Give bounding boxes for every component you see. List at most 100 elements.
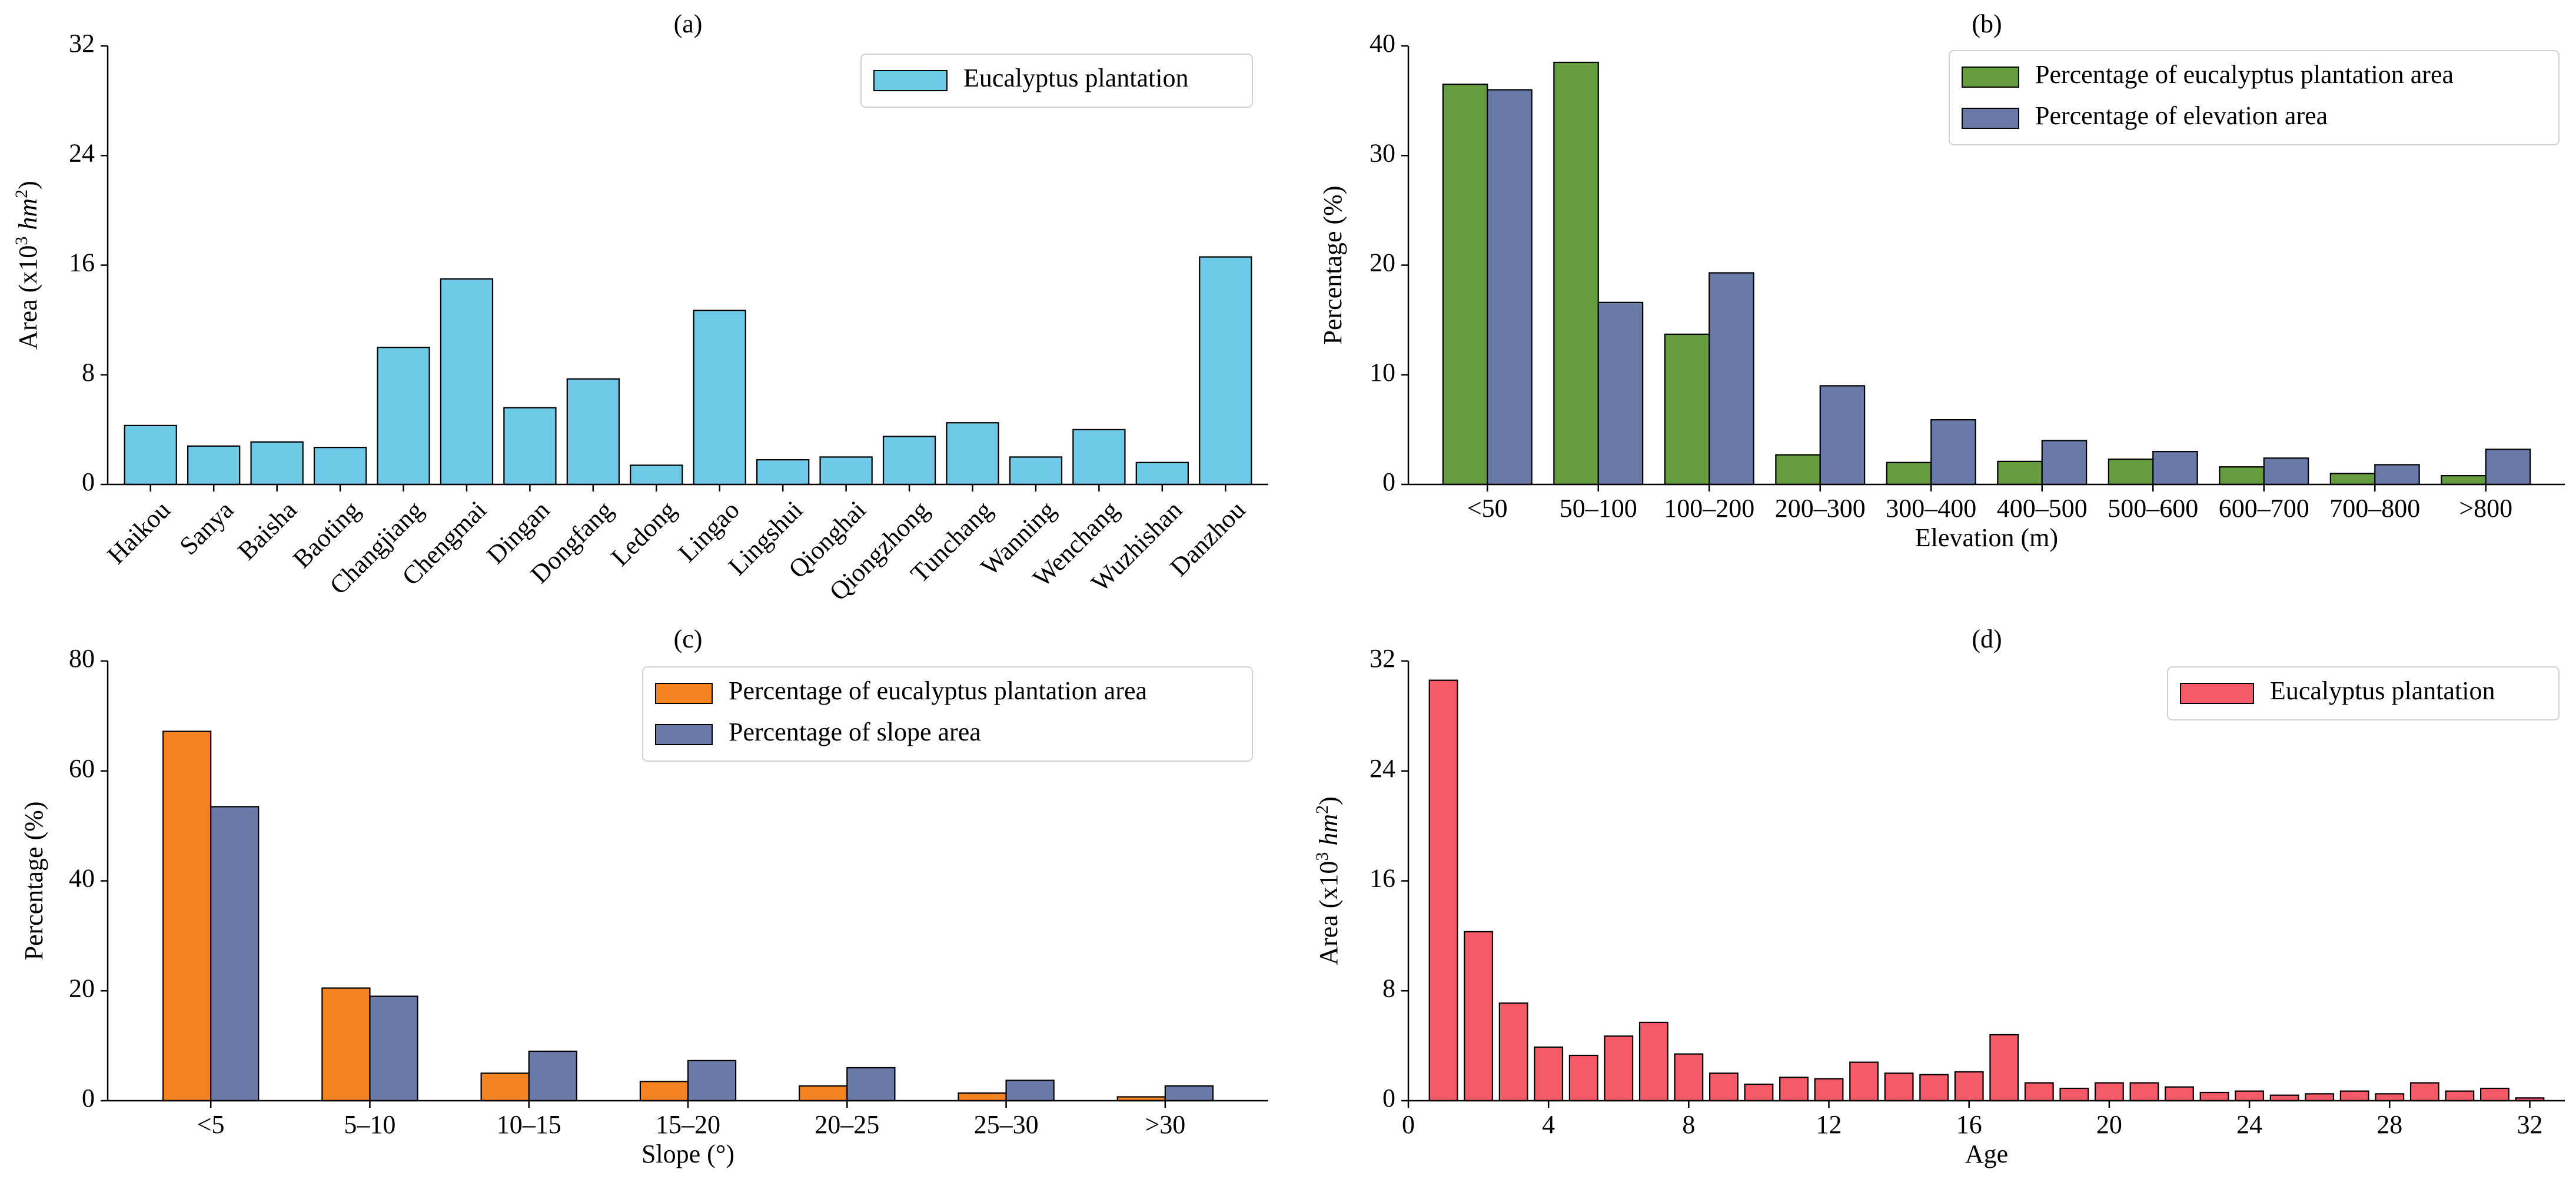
bar[interactable]	[1072, 429, 1126, 486]
bar[interactable]	[1568, 1054, 1598, 1102]
legend-box	[2167, 666, 2560, 720]
bar[interactable]	[2269, 1094, 2299, 1102]
bar[interactable]	[756, 459, 810, 486]
bar[interactable]	[2339, 1090, 2369, 1102]
bar[interactable]	[2024, 1082, 2054, 1102]
bar[interactable]	[2374, 464, 2420, 486]
bar[interactable]	[846, 1067, 896, 1102]
bar[interactable]	[377, 347, 430, 486]
bar[interactable]	[882, 436, 936, 486]
bar[interactable]	[1638, 1021, 1668, 1102]
bar[interactable]	[799, 1085, 848, 1102]
bar[interactable]	[321, 987, 371, 1102]
bar[interactable]	[693, 310, 746, 486]
bar[interactable]	[687, 1060, 737, 1102]
bar[interactable]	[1819, 385, 1866, 486]
bar[interactable]	[1919, 1074, 1949, 1102]
legend-swatch	[2180, 683, 2254, 704]
bar[interactable]	[958, 1092, 1007, 1102]
y-tick-label: 10	[1370, 358, 1395, 387]
bar[interactable]	[1954, 1071, 1984, 1102]
bar[interactable]	[2445, 1090, 2475, 1102]
panel-title: (a)	[674, 9, 703, 38]
panel-b: (b) Percentage (%) 0 10 20 30 40 <50 50–100 100–2…	[1318, 9, 2565, 552]
bar[interactable]	[1597, 301, 1644, 486]
bar[interactable]	[313, 447, 367, 486]
legend-swatch	[1962, 67, 2019, 88]
bar[interactable]	[2485, 449, 2531, 486]
bar[interactable]	[1009, 456, 1063, 486]
y-tick-label: 16	[1370, 864, 1395, 893]
bar[interactable]	[2375, 1093, 2405, 1102]
bar[interactable]	[440, 278, 494, 486]
bar[interactable]	[2219, 466, 2265, 486]
bar[interactable]	[2041, 440, 2088, 486]
bar[interactable]	[1709, 1072, 1739, 1102]
bar[interactable]	[1428, 679, 1458, 1102]
bar[interactable]	[2479, 1087, 2509, 1102]
y-tick-label: 24	[69, 138, 95, 167]
bar[interactable]	[1779, 1077, 1809, 1102]
bar[interactable]	[1199, 256, 1252, 486]
bar[interactable]	[1664, 333, 1710, 486]
bar[interactable]	[1498, 1002, 1528, 1102]
bar[interactable]	[2263, 457, 2309, 486]
y-axis-label: Percentage (%)	[19, 802, 48, 961]
x-tick-label: <50	[1467, 494, 1508, 523]
bar[interactable]	[1442, 84, 1488, 486]
bar[interactable]	[566, 378, 620, 486]
bar[interactable]	[1775, 454, 1821, 486]
bar[interactable]	[480, 1072, 530, 1102]
bar[interactable]	[946, 422, 999, 486]
bar[interactable]	[639, 1081, 689, 1102]
bar[interactable]	[2199, 1091, 2229, 1102]
bar[interactable]	[1674, 1053, 1704, 1102]
x-tick-label: 50–100	[1560, 494, 1637, 523]
bar[interactable]	[1989, 1034, 2019, 1102]
bar[interactable]	[1005, 1080, 1055, 1102]
bar[interactable]	[1744, 1083, 1774, 1102]
bar[interactable]	[1709, 272, 1754, 486]
bar[interactable]	[2129, 1082, 2159, 1102]
x-tick-label: 20–25	[815, 1110, 879, 1139]
bar[interactable]	[503, 407, 557, 486]
y-tick-label: 0	[1382, 467, 1395, 496]
bar[interactable]	[1814, 1078, 1844, 1102]
bar[interactable]	[1487, 89, 1533, 486]
bar[interactable]	[2059, 1087, 2089, 1102]
bar[interactable]	[1553, 61, 1599, 486]
bar[interactable]	[1997, 460, 2043, 486]
bar[interactable]	[162, 730, 212, 1102]
bar[interactable]	[250, 441, 304, 486]
bar[interactable]	[1886, 461, 1932, 486]
bar[interactable]	[1534, 1046, 1564, 1102]
bar[interactable]	[1884, 1072, 1914, 1102]
bar[interactable]	[187, 445, 241, 486]
bar[interactable]	[2165, 1086, 2194, 1102]
bar[interactable]	[124, 424, 177, 486]
bar[interactable]	[819, 456, 873, 486]
bar[interactable]	[1464, 931, 1494, 1102]
bar[interactable]	[630, 464, 683, 486]
bar[interactable]	[1135, 461, 1189, 486]
bar[interactable]	[210, 806, 260, 1102]
bar[interactable]	[528, 1050, 577, 1102]
bar[interactable]	[2094, 1082, 2124, 1102]
bar[interactable]	[2305, 1093, 2335, 1102]
y-tick-label: 40	[1370, 29, 1395, 58]
bar[interactable]	[2108, 459, 2154, 486]
bar[interactable]	[2441, 474, 2487, 486]
bar[interactable]	[1164, 1085, 1214, 1102]
bar[interactable]	[2329, 473, 2376, 486]
bar[interactable]	[1604, 1035, 1634, 1102]
y-axis-label: Area (x103 hm2)	[1312, 796, 1343, 965]
x-tick-label: 8	[1682, 1110, 1695, 1139]
bar[interactable]	[1849, 1061, 1879, 1102]
bar[interactable]	[369, 995, 418, 1102]
bar[interactable]	[2152, 451, 2198, 486]
bar[interactable]	[2235, 1090, 2265, 1102]
bar[interactable]	[2409, 1082, 2439, 1102]
x-axis-label: Age	[1965, 1140, 2008, 1168]
bar[interactable]	[1930, 419, 1976, 486]
y-tick-label: 32	[1370, 644, 1395, 673]
